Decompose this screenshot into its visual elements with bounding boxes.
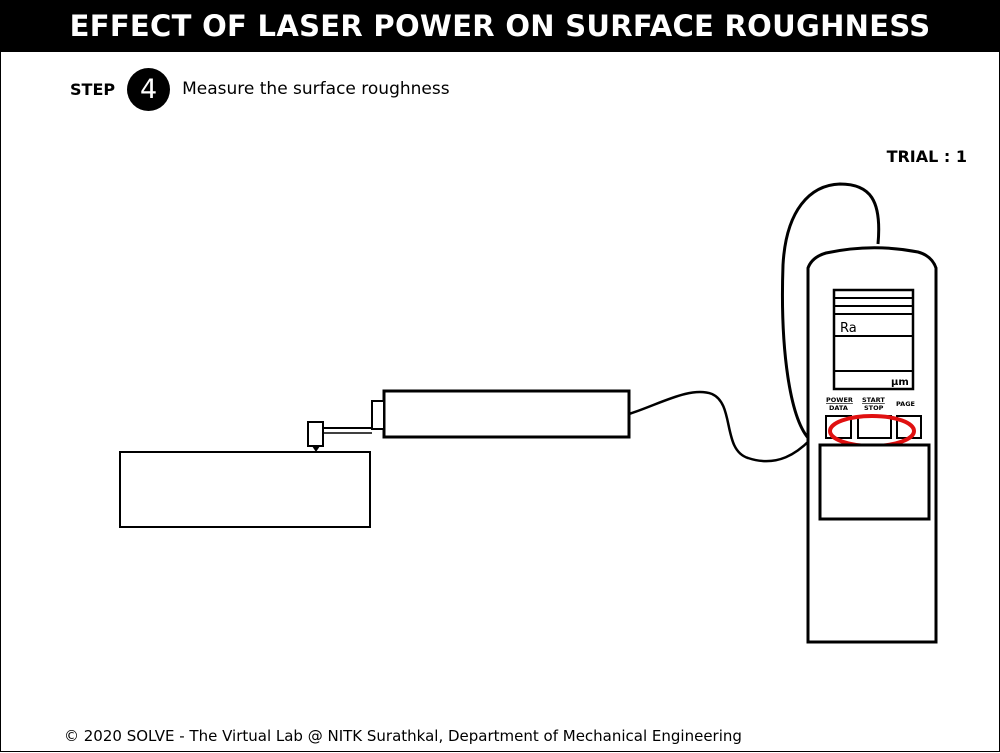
probe-cable [628,390,811,463]
button-label-stop: STOP [864,404,884,412]
step-label: STEP [70,79,116,99]
stylus-probe[interactable] [307,389,631,452]
probe-mount [371,400,385,430]
step-number-badge: 4 [127,67,171,111]
workpiece-block[interactable] [119,451,371,528]
display-param-label: Ra [840,321,857,336]
tester-display [832,288,915,391]
display-unit-label: µm [891,377,909,388]
trial-counter: TRIAL : 1 [886,147,967,166]
tester-lower-panel [818,443,931,521]
start-stop-button[interactable] [857,415,892,439]
button-label-power: POWER [826,396,853,404]
footer-copyright: © 2020 SOLVE - The Virtual Lab @ NITK Su… [64,727,742,745]
button-label-page: PAGE [896,400,915,408]
step-indicator: STEP 4 Measure the surface roughness [70,67,450,111]
probe-head [307,421,324,447]
button-label-start: START [862,396,885,404]
probe-tip [312,446,320,452]
tester-top-cable [781,182,881,442]
page-title: EFFECT OF LASER POWER ON SURFACE ROUGHNE… [69,9,931,43]
probe-drive-unit[interactable] [382,389,631,439]
button-label-data: DATA [829,404,848,412]
step-instruction: Measure the surface roughness [182,79,450,99]
roughness-tester: Ra µm POWER DATA START STOP PAGE [806,246,938,644]
page-title-bar: EFFECT OF LASER POWER ON SURFACE ROUGHNE… [0,0,1000,52]
